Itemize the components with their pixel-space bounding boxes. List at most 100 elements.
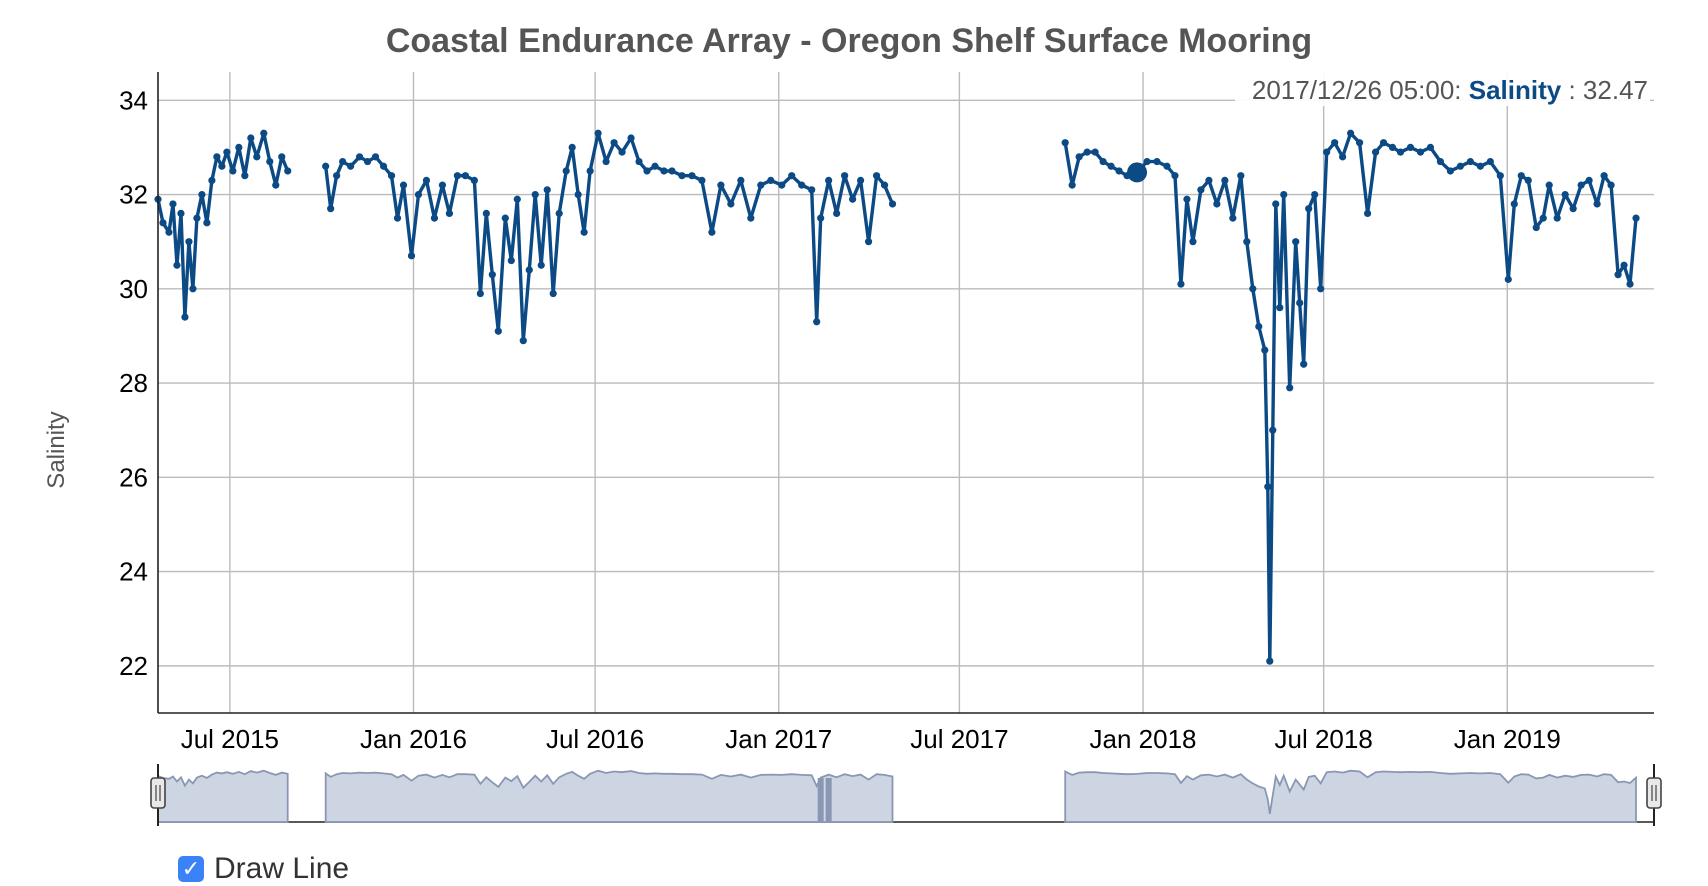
salinity-point [888, 200, 897, 208]
salinity-point [1221, 176, 1229, 185]
salinity-point [165, 228, 173, 236]
y-tick-label: 30 [119, 274, 148, 304]
salinity-point [1091, 148, 1099, 156]
salinity-point [1163, 162, 1171, 170]
salinity-point [347, 162, 355, 170]
salinity-point [1115, 167, 1123, 175]
salinity-point [1068, 181, 1076, 189]
salinity-point [1264, 483, 1272, 491]
y-axis-label: Salinity [43, 411, 70, 488]
salinity-point [872, 172, 881, 180]
salinity-point [1197, 186, 1205, 194]
salinity-point [333, 172, 341, 180]
y-tick-label: 32 [119, 180, 148, 210]
salinity-point [668, 167, 676, 175]
salinity-point [856, 176, 865, 185]
salinity-point [1189, 238, 1197, 246]
salinity-line [156, 131, 290, 319]
salinity-point [387, 172, 396, 180]
legend-timestamp: 2017/12/26 05:00: [1252, 75, 1462, 105]
salinity-point [531, 190, 539, 199]
salinity-point [1292, 238, 1300, 246]
salinity-point [1396, 148, 1405, 156]
draw-line-toggle[interactable]: ✓ Draw Line [178, 852, 349, 886]
salinity-point [580, 228, 588, 236]
salinity-point [651, 162, 659, 170]
range-selector[interactable] [150, 764, 1662, 826]
plot-area[interactable] [154, 129, 1640, 665]
salinity-point [817, 214, 825, 222]
y-tick-label: 34 [119, 85, 148, 115]
salinity-point [513, 195, 521, 203]
salinity-point [213, 153, 221, 161]
salinity-point [1249, 285, 1257, 293]
salinity-point [1545, 181, 1553, 189]
salinity-point [393, 214, 402, 222]
salinity-point [813, 318, 821, 326]
draw-line-checkbox[interactable]: ✓ [178, 856, 204, 882]
salinity-point [1153, 157, 1161, 166]
salinity-point [1486, 157, 1494, 166]
salinity-point [635, 157, 643, 166]
salinity-point [218, 162, 226, 170]
salinity-point [453, 172, 461, 180]
salinity-point [470, 176, 478, 185]
salinity-point [1205, 176, 1213, 185]
salinity-point [278, 153, 286, 161]
salinity-point [1585, 176, 1593, 185]
salinity-point [1388, 143, 1397, 152]
salinity-point [841, 172, 849, 180]
salinity-point [1532, 223, 1540, 232]
salinity-point [363, 157, 372, 166]
salinity-point [833, 209, 841, 217]
salinity-point [1504, 275, 1512, 283]
salinity-point [688, 172, 696, 180]
salinity-point [284, 167, 292, 175]
salinity-point [1363, 209, 1372, 217]
salinity-point [1276, 304, 1284, 312]
salinity-point [594, 129, 602, 137]
salinity-point [1577, 181, 1585, 189]
salinity-point [880, 181, 889, 189]
salinity-point [618, 148, 626, 156]
salinity-point [543, 186, 551, 194]
x-tick-labels: Jul 2015 Jan 2016 Jul 2016 Jan 2017 Jul 2017… [181, 724, 1561, 754]
salinity-point [562, 167, 570, 175]
salinity-point [260, 129, 268, 137]
salinity-point [253, 153, 261, 161]
check-icon: ✓ [181, 856, 201, 881]
salinity-point [407, 252, 416, 260]
salinity-point [173, 261, 181, 269]
legend: 2017/12/26 05:00: Salinity : 32.47 [1235, 70, 1650, 106]
salinity-point [708, 228, 716, 236]
salinity-point [1496, 172, 1504, 180]
salinity-point [767, 176, 775, 185]
salinity-point [1446, 167, 1455, 175]
salinity-point [788, 172, 796, 180]
salinity-point [203, 219, 211, 227]
salinity-point [235, 143, 243, 152]
salinity-point [169, 200, 177, 208]
y-tick-label: 26 [119, 462, 148, 492]
salinity-point [1466, 157, 1474, 166]
salinity-point [698, 176, 706, 185]
salinity-point [727, 200, 735, 208]
salinity-point [1355, 139, 1364, 147]
salinity-point [1614, 271, 1622, 279]
x-tick-label: Jul 2018 [1275, 724, 1373, 754]
salinity-point [1280, 190, 1288, 199]
salinity-point [247, 134, 255, 142]
salinity-point [1143, 157, 1151, 166]
x-tick-label: Jan 2018 [1090, 724, 1197, 754]
salinity-point [574, 190, 582, 199]
range-left-handle [150, 777, 166, 809]
x-tick-label: Jan 2016 [360, 724, 467, 754]
range-overview-area [324, 769, 894, 823]
salinity-point [1300, 360, 1308, 368]
salinity-point [602, 157, 610, 166]
salinity-point [476, 289, 484, 298]
salinity-point [757, 181, 765, 189]
salinity-point [507, 256, 515, 265]
salinity-point [1266, 657, 1274, 665]
salinity-point [193, 214, 201, 222]
